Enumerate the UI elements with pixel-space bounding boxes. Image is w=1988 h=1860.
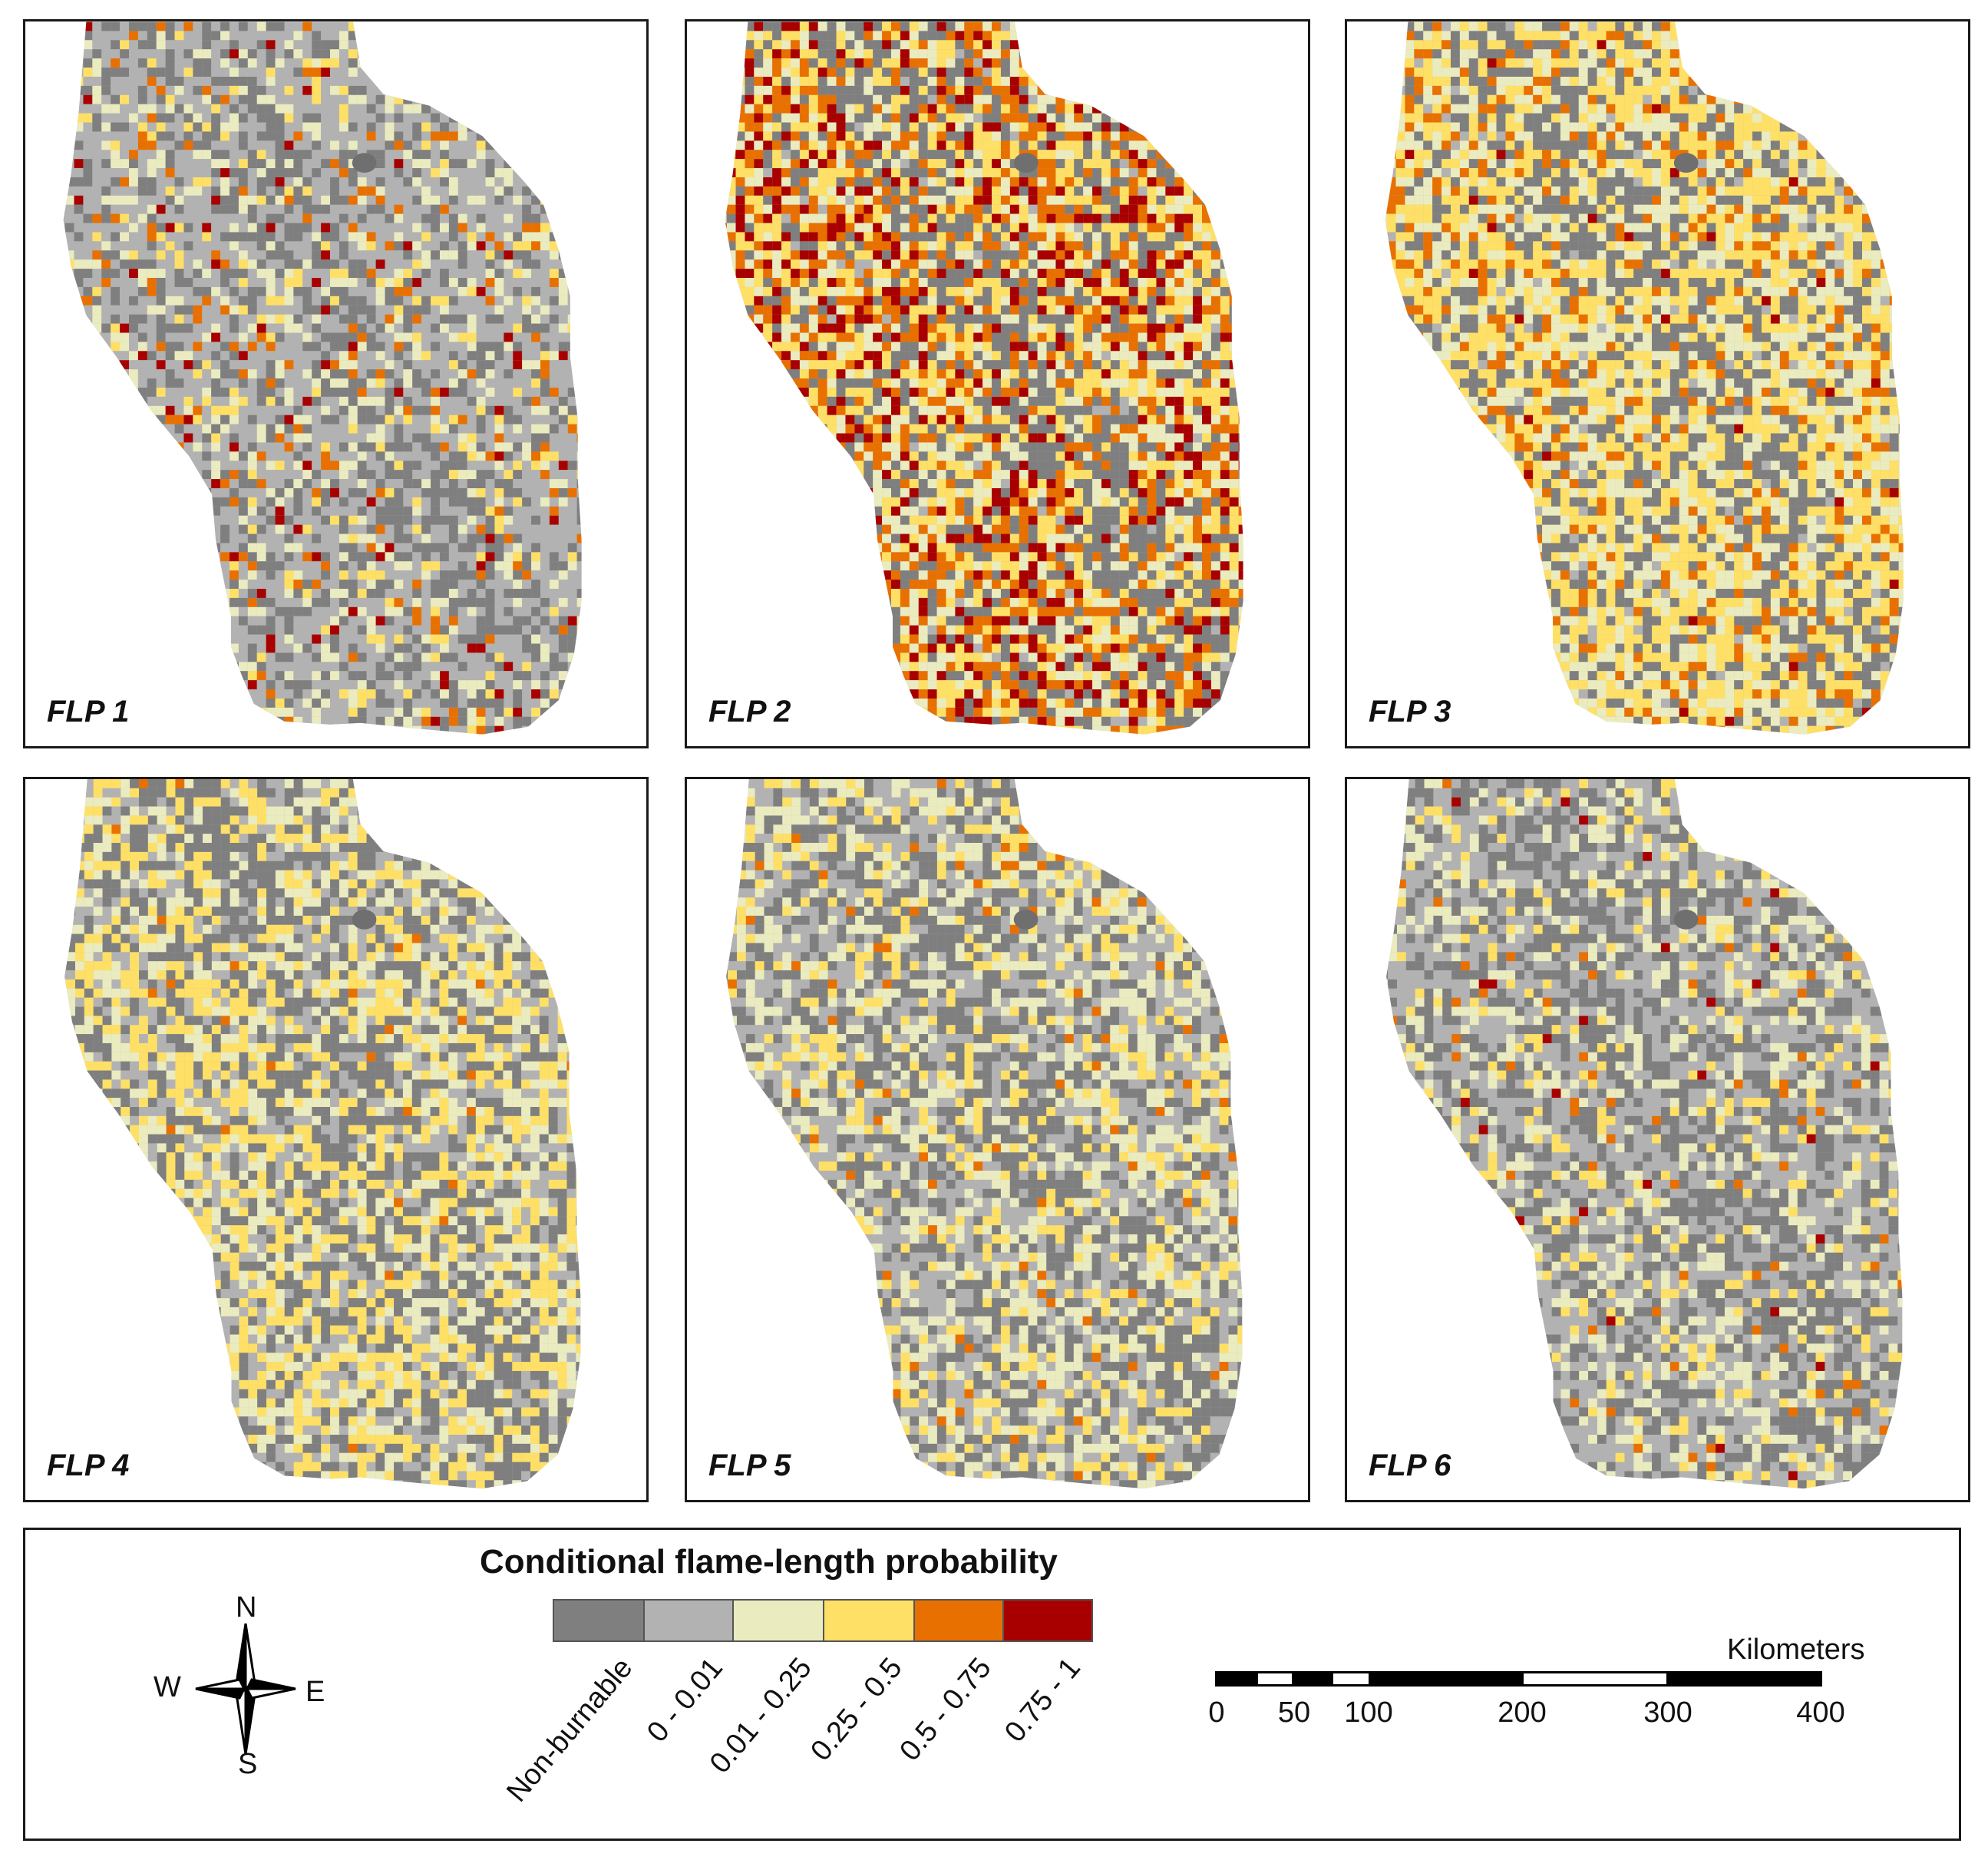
scale-segment bbox=[1215, 1671, 1257, 1687]
map-flp2 bbox=[725, 21, 1243, 735]
probability-raster bbox=[1386, 779, 1903, 1489]
legend-title: Conditional flame-length probability bbox=[480, 1543, 1058, 1581]
map-panel-flp2: FLP 2 bbox=[685, 19, 1310, 748]
legend-swatch-075-1 bbox=[1002, 1599, 1093, 1642]
lake-feature bbox=[1013, 153, 1039, 173]
map-flp4 bbox=[64, 779, 581, 1489]
compass-north: N bbox=[236, 1591, 256, 1624]
compass-rose-icon bbox=[195, 1623, 296, 1755]
lake-feature bbox=[1673, 910, 1699, 930]
probability-raster bbox=[64, 779, 581, 1489]
map-flp6 bbox=[1386, 779, 1903, 1489]
panel-label: FLP 1 bbox=[47, 695, 129, 729]
legend-swatch-025-05 bbox=[823, 1599, 915, 1642]
scale-tick-label: 100 bbox=[1344, 1696, 1392, 1730]
lake-feature bbox=[352, 153, 377, 173]
scale-segment bbox=[1331, 1671, 1371, 1687]
lake-feature bbox=[352, 910, 377, 930]
legend-swatch-0-001 bbox=[643, 1599, 734, 1642]
scale-units: Kilometers bbox=[1727, 1634, 1865, 1667]
map-panel-flp4: FLP 4 bbox=[23, 777, 649, 1502]
scale-tick-label: 0 bbox=[1208, 1696, 1224, 1730]
probability-raster bbox=[1385, 21, 1904, 735]
map-panel-flp6: FLP 6 bbox=[1345, 777, 1970, 1502]
panel-label: FLP 6 bbox=[1369, 1449, 1451, 1483]
scale-segment bbox=[1256, 1671, 1294, 1687]
panel-label: FLP 2 bbox=[708, 695, 791, 729]
lake-feature bbox=[1013, 910, 1039, 930]
map-panel-flp5: FLP 5 bbox=[685, 777, 1310, 1502]
legend-swatch-001-025 bbox=[732, 1599, 824, 1642]
scale-tick-label: 200 bbox=[1498, 1696, 1546, 1730]
legend-swatch-nonburnable bbox=[553, 1599, 645, 1642]
map-flp5 bbox=[726, 779, 1243, 1489]
scale-segment bbox=[1369, 1671, 1523, 1687]
scale-segment bbox=[1293, 1671, 1332, 1687]
panel-label: FLP 3 bbox=[1369, 695, 1451, 729]
scale-tick-label: 400 bbox=[1796, 1696, 1844, 1730]
map-panel-flp1: FLP 1 bbox=[23, 19, 649, 748]
map-flp3 bbox=[1385, 21, 1904, 735]
north-arrow-compass: N S W E bbox=[154, 1591, 338, 1780]
legend-swatch-05-075 bbox=[913, 1599, 1004, 1642]
compass-west: W bbox=[154, 1671, 181, 1704]
probability-raster bbox=[726, 779, 1243, 1489]
compass-east: E bbox=[305, 1676, 325, 1709]
map-panel-flp3: FLP 3 bbox=[1345, 19, 1970, 748]
scale-tick-label: 50 bbox=[1278, 1696, 1310, 1730]
map-flp1 bbox=[63, 21, 582, 735]
panel-label: FLP 5 bbox=[708, 1449, 791, 1483]
lake-feature bbox=[1673, 153, 1699, 173]
compass-south: S bbox=[238, 1748, 257, 1781]
scale-segment bbox=[1521, 1671, 1669, 1687]
panel-label: FLP 4 bbox=[47, 1449, 129, 1483]
probability-raster bbox=[63, 21, 582, 735]
scale-segment bbox=[1667, 1671, 1822, 1687]
scale-tick-label: 300 bbox=[1643, 1696, 1692, 1730]
probability-raster bbox=[725, 21, 1243, 735]
